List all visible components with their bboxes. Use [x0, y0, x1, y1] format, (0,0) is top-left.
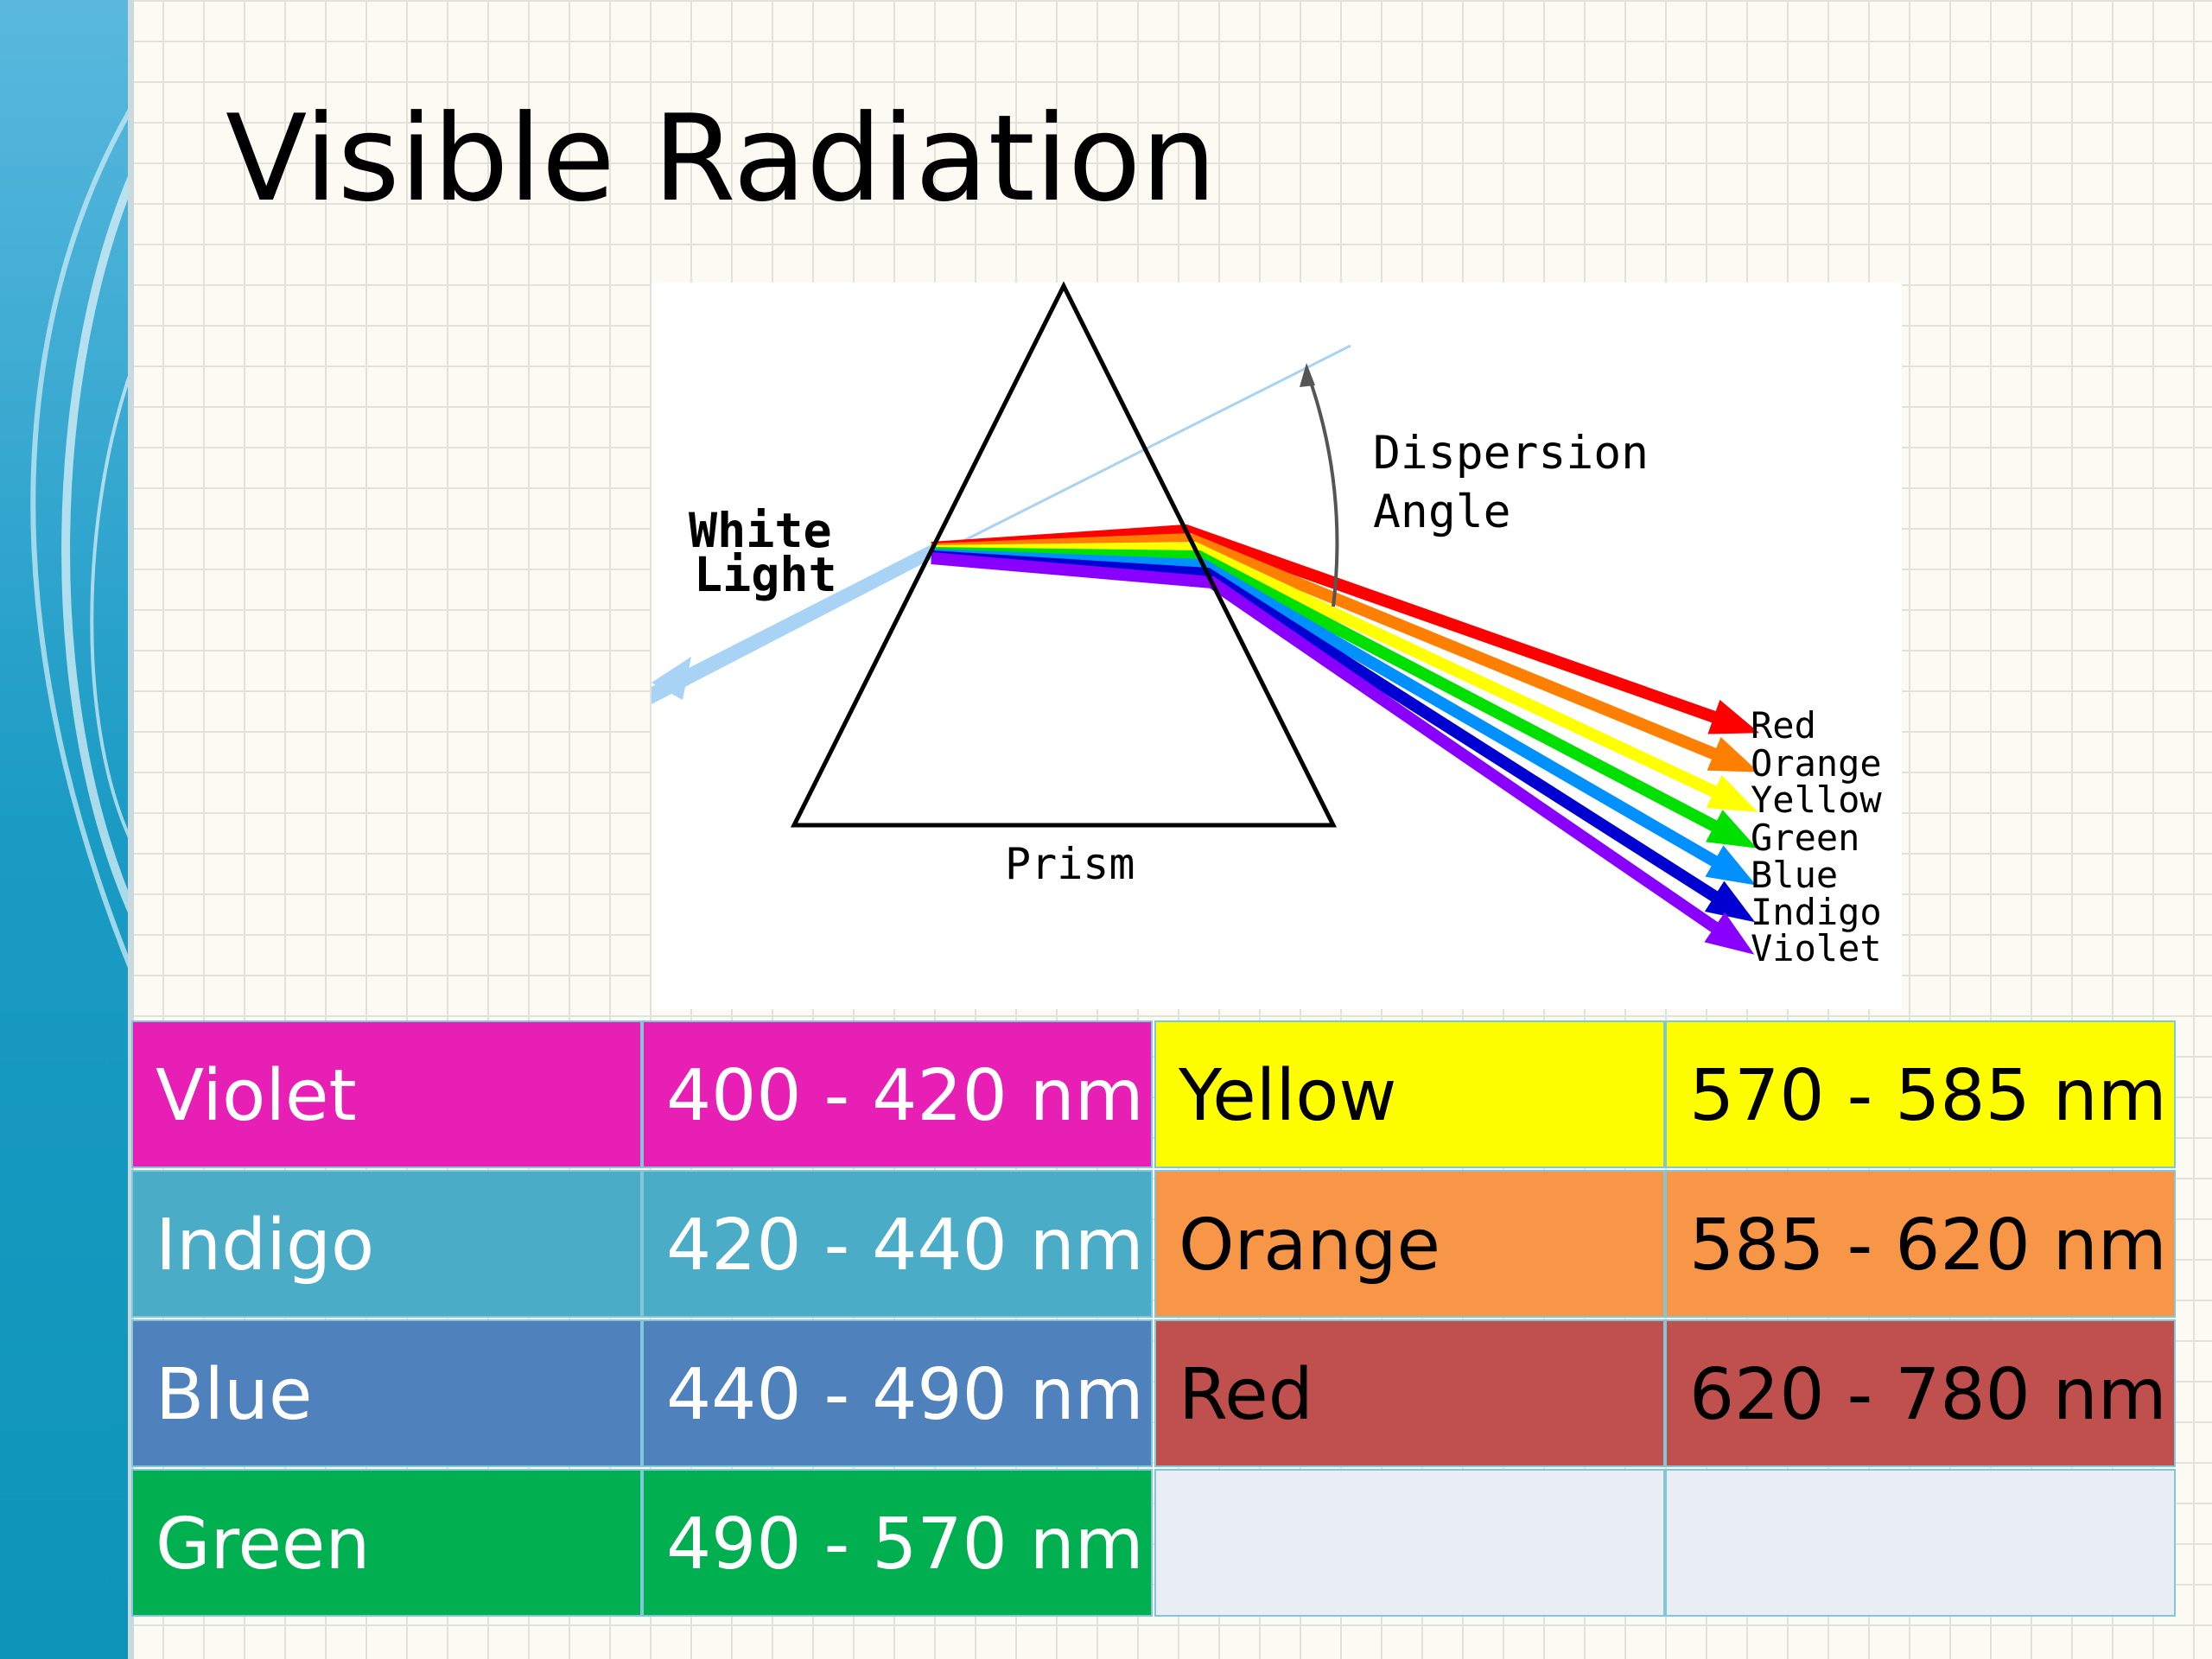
color-name: Yellow [1154, 1020, 1665, 1168]
angle-arc [1305, 369, 1339, 607]
color-name: Orange [1154, 1170, 1665, 1318]
spectrum-label: Violet [1751, 927, 1882, 969]
spectrum-label: Yellow [1751, 779, 1882, 821]
white-beam [652, 544, 935, 704]
spectrum-label: Indigo [1751, 891, 1882, 933]
angle-label: Dispersion [1373, 427, 1649, 480]
prism [790, 281, 1338, 828]
beam-arrow [652, 657, 691, 700]
arc-head [1300, 363, 1315, 387]
color-name: Red [1154, 1319, 1665, 1467]
wavelength: 420 - 440 nm [642, 1170, 1153, 1318]
title: Visible Radiation [226, 89, 1217, 228]
spectrum-label: Blue [1751, 854, 1838, 896]
input-label: White [689, 503, 832, 558]
wavelength: 585 - 620 nm [1665, 1170, 2176, 1318]
color-name: Green [131, 1469, 642, 1617]
prism-diagram: White Light Dispersion Angle Prism Red O… [651, 281, 1902, 1009]
wavelength: 620 - 780 nm [1665, 1319, 2176, 1467]
empty-cell [1665, 1469, 2176, 1617]
input-label: Light [694, 547, 837, 602]
wavelength: 400 - 420 nm [642, 1020, 1153, 1168]
prism-label: Prism [1005, 839, 1135, 889]
wavelength: 570 - 585 nm [1665, 1020, 2176, 1168]
wavelength: 440 - 490 nm [642, 1319, 1153, 1467]
angle-label: Angle [1373, 486, 1511, 538]
wavelength: 490 - 570 nm [642, 1469, 1153, 1617]
spectrum-label: Red [1751, 704, 1816, 747]
color-name: Violet [131, 1020, 642, 1168]
spectrum-label: Orange [1751, 742, 1882, 785]
side-band [0, 0, 134, 1659]
empty-cell [1154, 1469, 1665, 1617]
color-name: Blue [131, 1319, 642, 1467]
color-name: Indigo [131, 1170, 642, 1318]
spectrum-label: Green [1751, 817, 1859, 859]
